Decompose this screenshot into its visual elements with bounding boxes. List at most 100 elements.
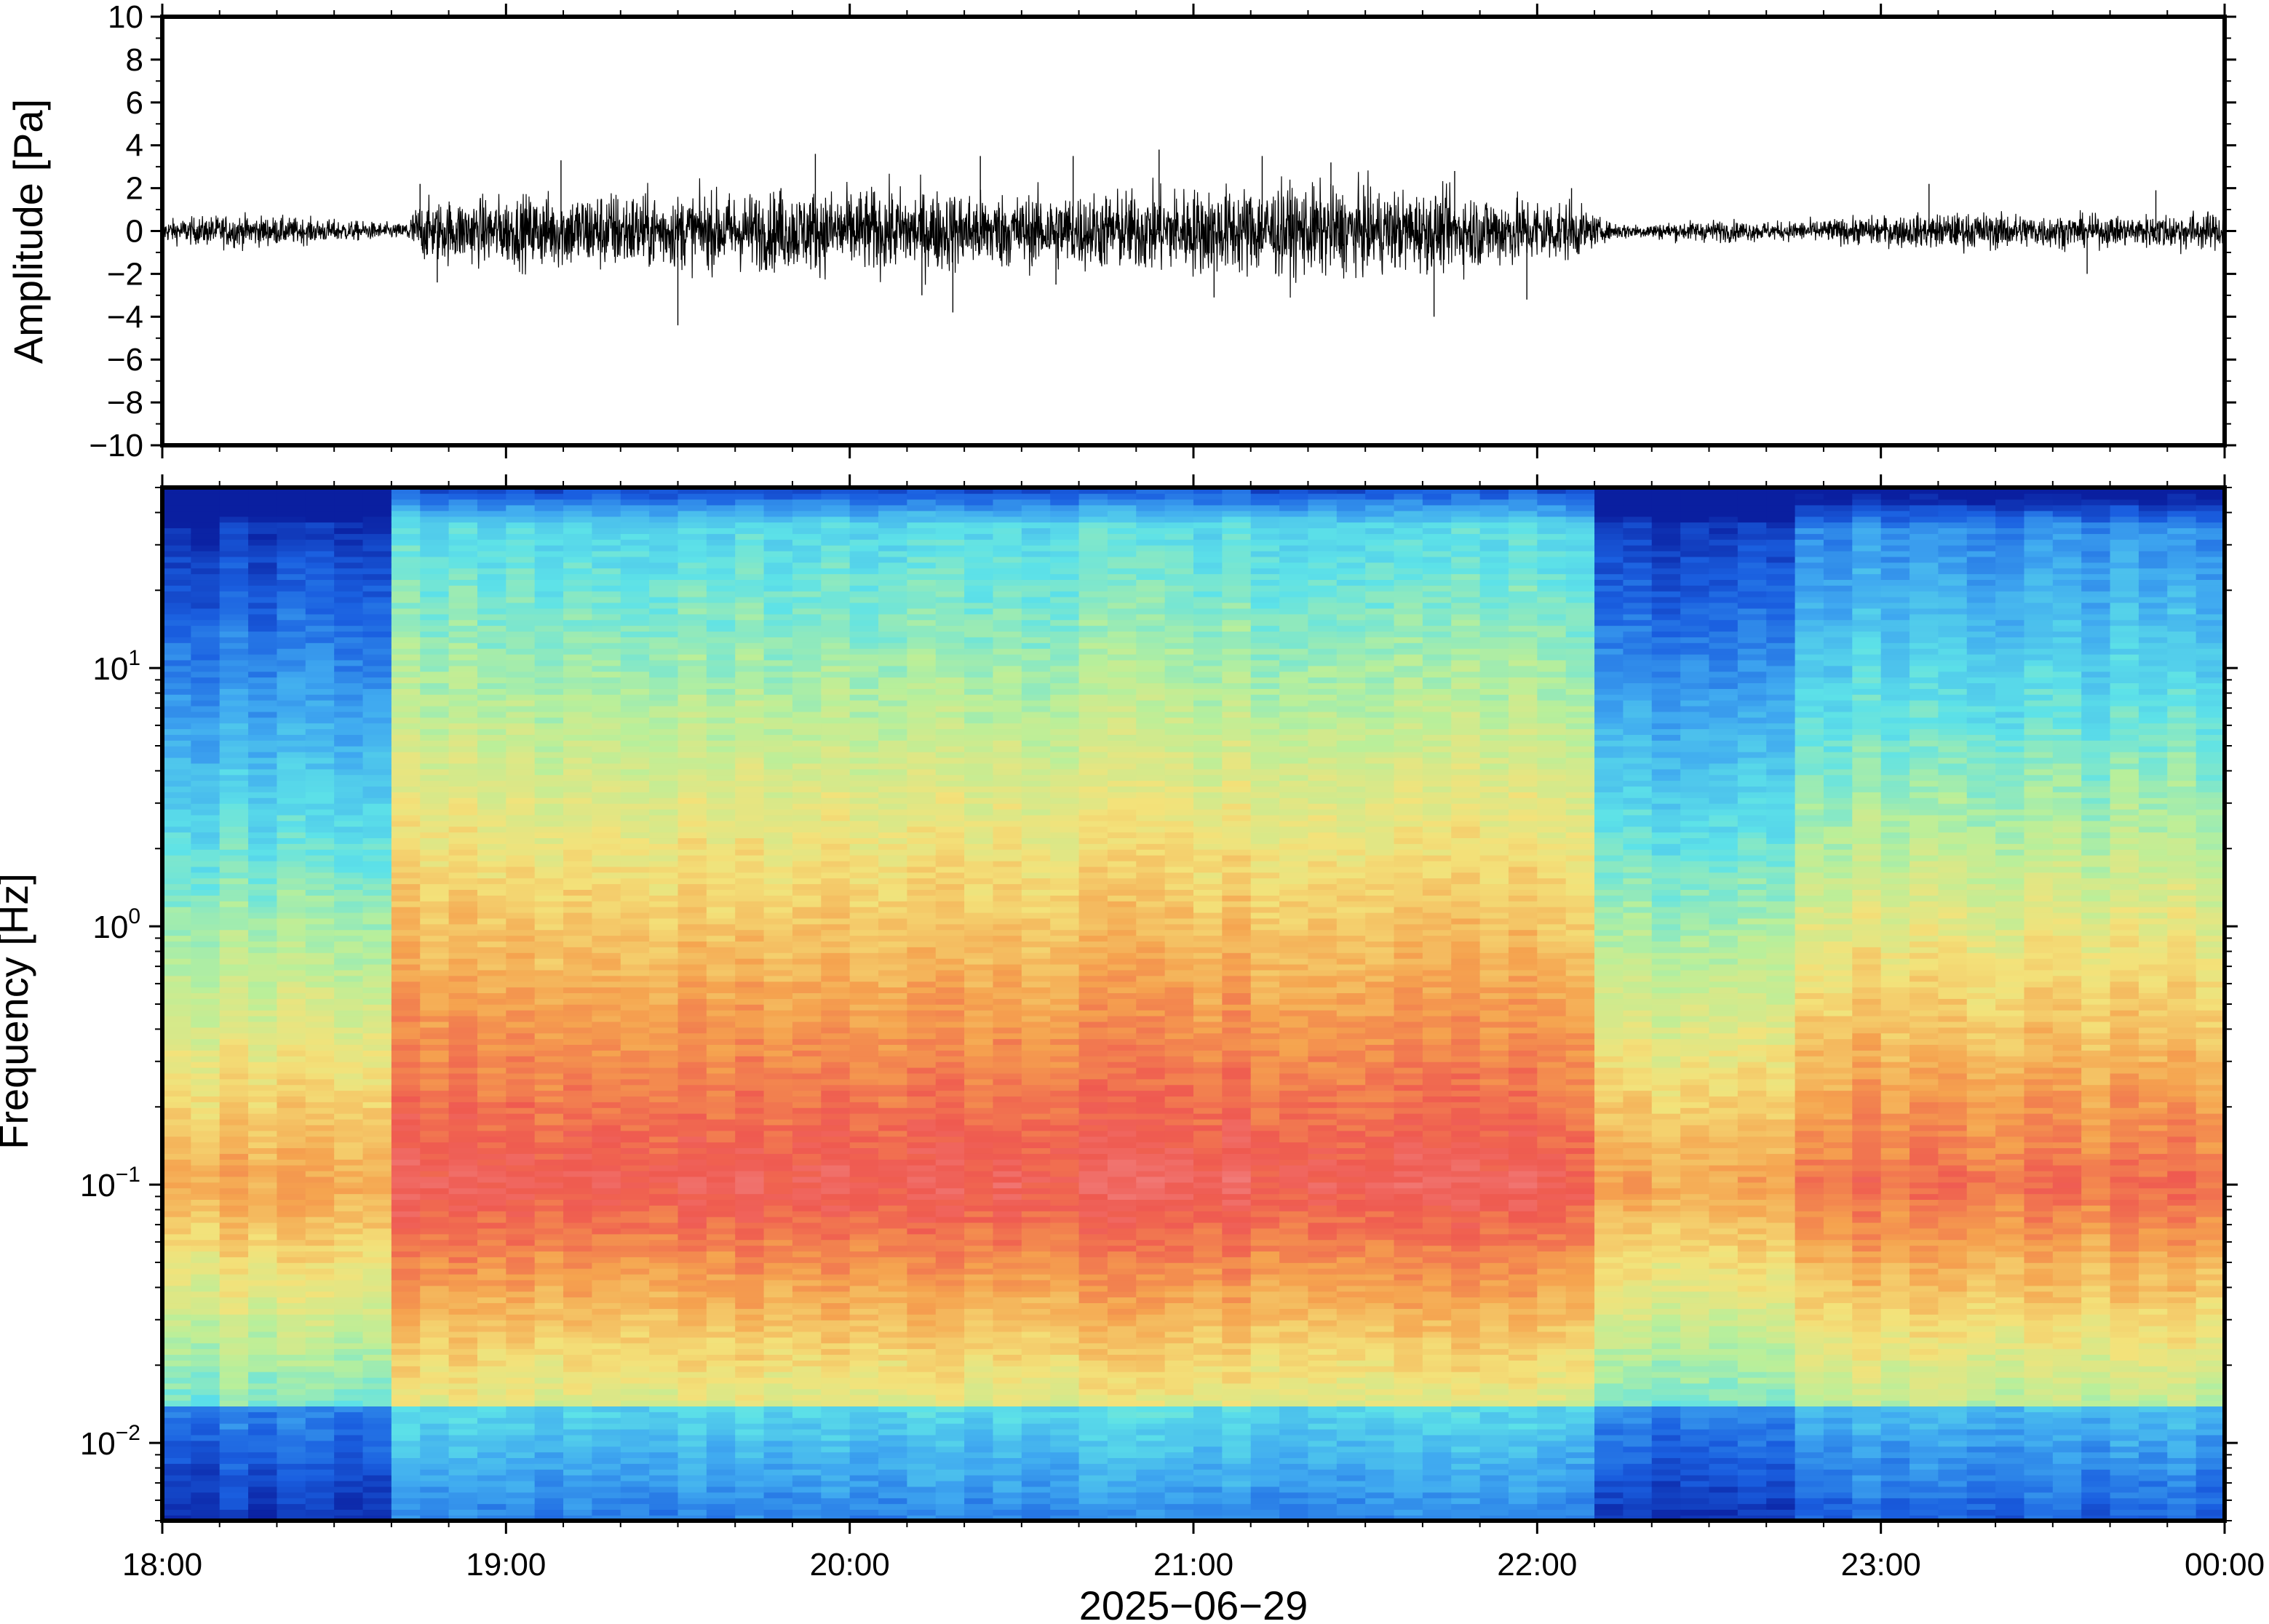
heatmap-cell [334,1227,364,1235]
heatmap-cell [277,1354,306,1361]
heatmap-cell [563,1072,593,1080]
heatmap-cell [448,717,478,724]
heatmap-cell [362,625,392,632]
heatmap-cell [563,860,593,867]
heatmap-cell [677,648,707,655]
heatmap-cell [219,757,249,764]
heatmap-cell [506,1434,536,1441]
heatmap-cell [907,1159,937,1166]
heatmap-cell [763,941,793,947]
heatmap-cell [420,487,450,494]
heatmap-cell [592,1015,621,1022]
heatmap-cell [391,1015,421,1022]
heatmap-cell [563,947,593,953]
heatmap-cell [792,1112,822,1120]
heatmap-cell [878,498,908,506]
heatmap-cell [162,1297,192,1304]
heatmap-cell [735,889,765,896]
heatmap-cell [277,1170,306,1177]
heatmap-cell [563,1102,593,1108]
heatmap-cell [477,1004,507,1011]
heatmap-cell [763,1474,793,1481]
heatmap-cell [305,550,335,557]
heatmap-cell [534,1199,564,1206]
heatmap-cell [248,699,278,706]
heatmap-cell [219,510,249,517]
heatmap-cell [305,1325,335,1332]
heatmap-cell [849,550,879,557]
heatmap-cell [219,728,249,736]
heatmap-cell [506,1015,536,1022]
heatmap-cell [592,1382,621,1390]
heatmap-cell [506,947,536,953]
heatmap-cell [620,1205,650,1211]
heatmap-cell [792,665,822,672]
heatmap-cell [878,631,908,637]
y-tick-label: −10 [89,428,143,463]
heatmap-cell [534,1509,564,1516]
heatmap-cell [162,941,192,947]
heatmap-cell [219,533,249,540]
heatmap-cell [735,866,765,873]
heatmap-cell [849,1112,879,1120]
heatmap-cell [821,912,851,919]
heatmap-cell [649,1446,679,1453]
heatmap-cell [706,1153,736,1160]
heatmap-cell [506,1354,536,1361]
heatmap-cell [362,1142,392,1149]
heatmap-cell [735,1366,765,1372]
heatmap-cell [649,1067,679,1074]
heatmap-cell [305,1422,335,1430]
heatmap-cell [391,659,421,666]
heatmap-cell [420,872,450,879]
heatmap-cell [277,1382,306,1390]
heatmap-cell [219,528,249,534]
heatmap-cell [420,1486,450,1493]
heatmap-cell [191,1096,220,1102]
heatmap-cell [277,1446,306,1453]
heatmap-cell [649,746,679,752]
heatmap-cell [649,877,679,885]
heatmap-cell [248,889,278,896]
heatmap-cell [878,1193,908,1201]
heatmap-cell [792,1297,822,1304]
heatmap-cell [563,1239,593,1246]
heatmap-cell [677,562,707,569]
heatmap-cell [534,832,564,839]
heatmap-cell [878,969,908,976]
heatmap-cell [362,792,392,798]
heatmap-cell [763,1245,793,1252]
heatmap-cell [420,619,450,626]
heatmap-cell [305,619,335,626]
heatmap-cell [191,671,220,678]
heatmap-cell [792,1136,822,1143]
heatmap-cell [677,1325,707,1332]
heatmap-cell [563,1515,593,1521]
heatmap-cell [362,1038,392,1046]
heatmap-cell [305,682,335,689]
heatmap-cell [305,947,335,953]
heatmap-cell [849,1262,879,1269]
heatmap-cell [248,734,278,741]
heatmap-cell [849,1032,879,1040]
heatmap-cell [506,929,536,936]
heatmap-cell [506,1056,536,1062]
heatmap-cell [907,1515,937,1521]
heatmap-cell [907,1342,937,1350]
heatmap-cell [248,854,278,861]
heatmap-cell [907,1319,937,1326]
heatmap-cell [792,631,822,637]
heatmap-cell [706,895,736,901]
heatmap-cell [649,843,679,850]
heatmap-cell [277,1515,306,1521]
heatmap-cell [849,1492,879,1499]
heatmap-cell [677,872,707,879]
waveform-line [162,170,2225,298]
heatmap-cell [821,1325,851,1332]
heatmap-cell [821,1187,851,1195]
heatmap-cell [448,843,478,850]
heatmap-cell [162,1394,192,1401]
heatmap-cell [448,941,478,947]
heatmap-cell [334,1366,364,1372]
